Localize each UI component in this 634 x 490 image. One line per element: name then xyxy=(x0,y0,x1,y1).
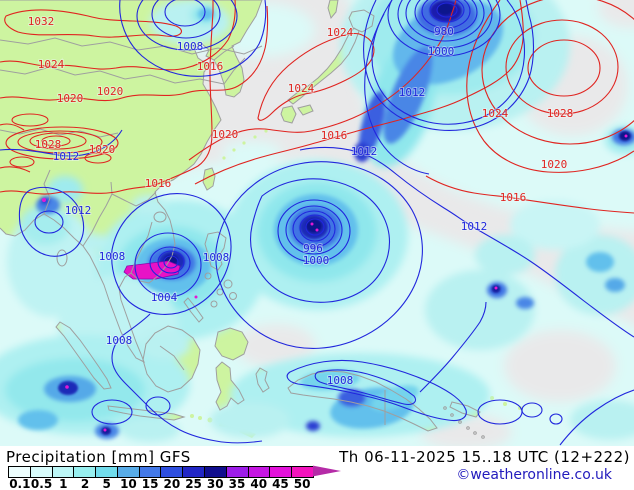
coastline-layer xyxy=(0,0,485,439)
colorbar-tick: 25 xyxy=(185,477,202,490)
colorbar-segment xyxy=(226,467,249,477)
isobar-label: 980 xyxy=(434,25,454,38)
isobar-label: 1028 xyxy=(547,107,574,120)
isobar-label: 1000 xyxy=(428,45,455,58)
legend-title: Precipitation [mm] GFS xyxy=(6,448,191,466)
isobar-label: 1020 xyxy=(97,85,124,98)
isobar-label: 1012 xyxy=(53,150,80,163)
colorbar-tick: 30 xyxy=(206,477,224,490)
colorbar-segment xyxy=(292,467,313,477)
isobars-low-group xyxy=(0,0,634,446)
colorbar-tick: 0.1 xyxy=(9,477,31,490)
isobar-label: 1012 xyxy=(399,86,426,99)
isobar-label: 1020 xyxy=(541,158,568,171)
colorbar-segment xyxy=(248,467,271,477)
isobar-label: 1008 xyxy=(203,251,230,264)
colorbar-tick: 50 xyxy=(293,477,311,490)
colorbar xyxy=(8,466,314,478)
colorbar-segment xyxy=(139,467,162,477)
isobar-label: 1024 xyxy=(327,26,354,39)
colorbar-segment xyxy=(161,467,184,477)
colorbar-segment xyxy=(9,467,31,477)
colorbar-segment xyxy=(117,467,140,477)
isobar-label: 1000 xyxy=(303,254,330,267)
colorbar-tick: 45 xyxy=(272,477,289,490)
colorbar-tick: 40 xyxy=(250,477,268,490)
isobar-label: 1008 xyxy=(327,374,354,387)
colorbar-segment xyxy=(270,467,293,477)
colorbar-segment xyxy=(205,467,227,477)
copyright-link[interactable]: ©weatheronline.co.uk xyxy=(456,467,612,483)
colorbar-segment xyxy=(96,467,118,477)
colorbar-segment xyxy=(74,467,97,477)
map-image: 1032 1024 1020 1020 1028 1020 1016 1016 1024 1024… xyxy=(0,0,634,446)
isobar-label: 1020 xyxy=(89,143,116,156)
isobar-label: 1008 xyxy=(99,250,126,263)
isobar-label: 1016 xyxy=(321,129,348,142)
isobar-label: 1012 xyxy=(351,145,378,158)
colorbar-tick: 1 xyxy=(59,477,68,490)
colorbar-tick: 0.5 xyxy=(30,477,53,490)
colorbar-tick: 5 xyxy=(102,477,111,490)
isobars-high-group xyxy=(0,0,634,214)
isobar-label: 1020 xyxy=(57,92,84,105)
colorbar-ticks: 0.1 0.5 1 2 5 10 15 20 25 30 35 40 45 50 xyxy=(0,477,360,490)
weather-map-svg: 1032 1024 1020 1020 1028 1020 1016 1016 1024 1024… xyxy=(0,0,634,446)
isobar-label: 1008 xyxy=(177,40,204,53)
colorbar-tick: 10 xyxy=(120,477,137,490)
colorbar-segment xyxy=(52,467,75,477)
isobar-label: 1016 xyxy=(145,177,172,190)
isobar-label: 996 xyxy=(303,242,323,255)
isobar-label: 1024 xyxy=(38,58,65,71)
isobar-label: 1032 xyxy=(28,15,55,28)
isobar-label: 1020 xyxy=(212,128,239,141)
colorbar-arrow-icon xyxy=(313,465,341,477)
isobar-label: 1024 xyxy=(288,82,315,95)
isobar-label: 1016 xyxy=(500,191,527,204)
isobar-label: 1028 xyxy=(35,138,62,151)
forecast-datetime: Th 06-11-2025 15..18 UTC (12+222) xyxy=(339,448,630,466)
colorbar-tick: 2 xyxy=(80,477,90,490)
legend-bar: Precipitation [mm] GFS Th 06-11-2025 15.… xyxy=(0,446,634,490)
isobar-label: 1024 xyxy=(482,107,509,120)
isobar-labels-group: 1032 1024 1020 1020 1028 1020 1016 1016 1024 1024… xyxy=(27,14,575,388)
colorbar-segment xyxy=(30,467,53,477)
colorbar-tick: 20 xyxy=(163,477,181,490)
isobar-label: 1008 xyxy=(106,334,133,347)
colorbar-tick: 15 xyxy=(141,477,159,490)
isobar-label: 1004 xyxy=(151,291,178,304)
colorbar-tick: 35 xyxy=(228,477,246,490)
isobar-label: 1012 xyxy=(461,220,488,233)
colorbar-segment xyxy=(183,467,206,477)
isobar-label: 1016 xyxy=(197,60,224,73)
isobar-label: 1012 xyxy=(65,204,92,217)
